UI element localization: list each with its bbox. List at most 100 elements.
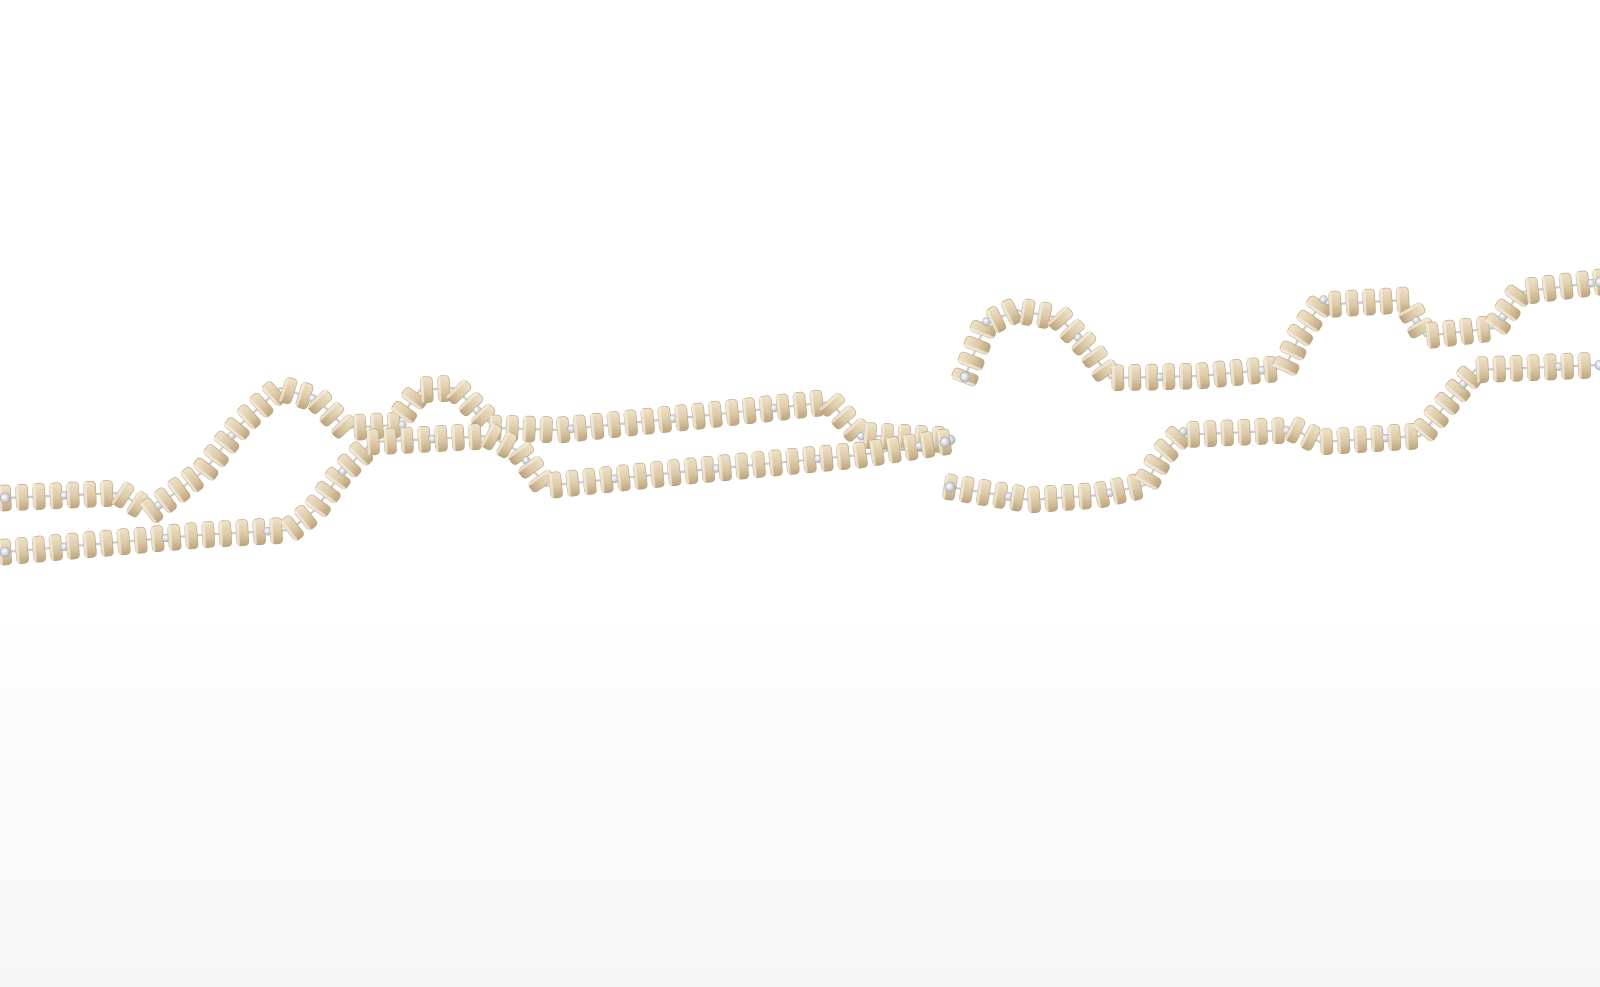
bead (1145, 363, 1159, 391)
bead (527, 469, 555, 493)
strand-back-right (951, 268, 1600, 392)
bead (792, 391, 808, 419)
bead (1345, 289, 1359, 317)
bead (1300, 423, 1321, 451)
bead (741, 397, 757, 425)
bead (649, 460, 665, 488)
bead (348, 441, 374, 467)
bead (1396, 286, 1410, 314)
bead (572, 414, 588, 442)
bead (1220, 419, 1234, 447)
bead (517, 455, 544, 479)
bead (451, 424, 465, 451)
bead (307, 389, 333, 414)
bead (166, 477, 191, 504)
bead (279, 376, 298, 405)
bead (616, 464, 631, 492)
bead (417, 426, 431, 453)
bead (390, 400, 417, 424)
bead (830, 404, 857, 430)
bead (1143, 453, 1170, 476)
bead (708, 400, 723, 428)
bead (589, 412, 605, 440)
bead (330, 413, 356, 439)
bead (1370, 425, 1385, 453)
end-cap (0, 492, 11, 504)
end-cap (0, 546, 11, 558)
bead (99, 529, 114, 557)
bead (903, 433, 919, 461)
bead (1019, 298, 1036, 326)
bead (819, 444, 834, 472)
bead (353, 413, 367, 441)
bead (235, 519, 249, 547)
bead (180, 466, 204, 493)
bead (383, 427, 397, 455)
bead (758, 395, 774, 423)
bead (1286, 323, 1313, 347)
bead (886, 436, 902, 464)
bead (1509, 354, 1523, 382)
bead (280, 515, 304, 542)
bead (691, 402, 706, 430)
bead (1455, 365, 1482, 390)
bead (919, 431, 936, 459)
bead (1404, 423, 1419, 450)
bead (1237, 418, 1251, 446)
bead (852, 441, 868, 469)
bead (1109, 477, 1127, 505)
bead (1494, 298, 1521, 322)
bead (1134, 468, 1162, 491)
spacer-cap (1319, 295, 1328, 304)
bead (1043, 485, 1058, 512)
bead (49, 482, 63, 510)
bead (1229, 359, 1244, 387)
bead (495, 431, 518, 459)
bead (582, 467, 597, 495)
bead (674, 404, 689, 432)
bead (1009, 484, 1025, 512)
bead (218, 520, 232, 547)
bead (65, 532, 80, 560)
bead (201, 521, 215, 548)
bead (1284, 416, 1306, 444)
bead (1153, 438, 1179, 463)
bead (436, 375, 451, 403)
bead (269, 517, 283, 545)
bead (1475, 356, 1489, 384)
end-cap (944, 481, 956, 493)
bead (633, 462, 648, 490)
bead (1442, 319, 1457, 347)
bead (1398, 302, 1426, 324)
bead (1525, 277, 1540, 304)
bead (548, 471, 563, 499)
bead (1111, 364, 1125, 392)
bead (32, 483, 46, 510)
bead (223, 417, 250, 441)
bead (1091, 358, 1118, 382)
bead (111, 481, 135, 509)
bead (184, 522, 199, 550)
bead (1526, 354, 1540, 382)
bead (236, 404, 261, 430)
bead (768, 449, 783, 477)
bead (14, 537, 29, 564)
bead (82, 531, 97, 559)
bead (666, 459, 682, 487)
bead (1000, 298, 1022, 326)
bead (133, 526, 148, 554)
bead (1541, 274, 1557, 302)
bead (1336, 427, 1351, 455)
bead (1081, 344, 1108, 368)
end-cap (1594, 276, 1600, 288)
bead (153, 487, 177, 514)
bead (751, 451, 766, 478)
bead (116, 528, 131, 556)
bead (975, 478, 992, 507)
bead (1026, 486, 1041, 514)
bead (985, 306, 1007, 334)
bead (1295, 309, 1323, 333)
bead (606, 411, 622, 439)
bead (1423, 405, 1449, 429)
bead (785, 447, 800, 475)
